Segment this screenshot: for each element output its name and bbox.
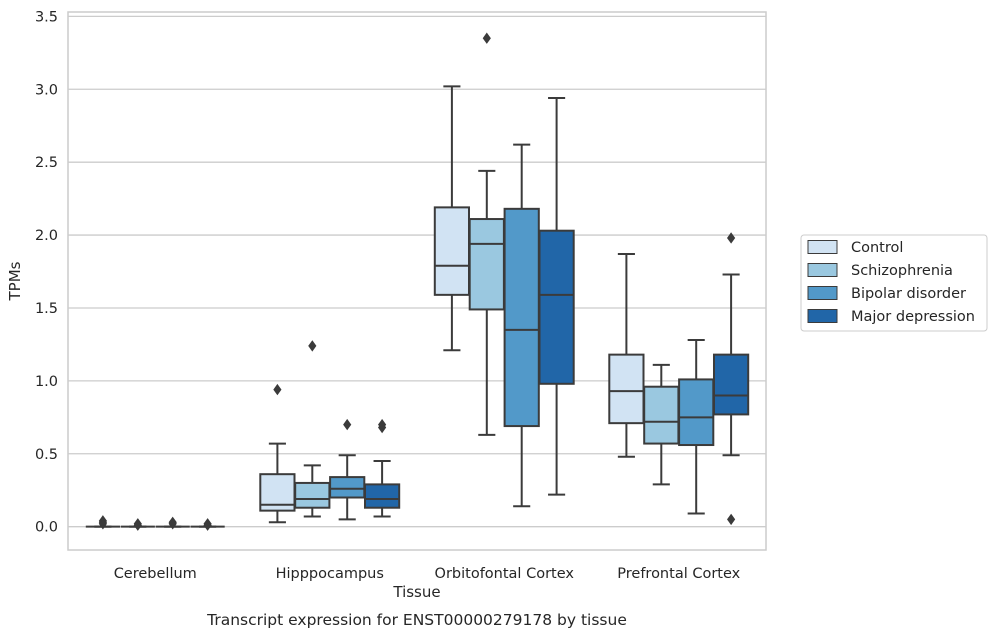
chart-caption: Transcript expression for ENST0000027917… bbox=[206, 611, 627, 629]
x-tick-label: Prefrontal Cortex bbox=[617, 566, 740, 582]
outlier-point bbox=[133, 519, 142, 531]
box-bipolar-disorder bbox=[155, 516, 190, 530]
box-schizophrenia bbox=[643, 363, 680, 486]
legend-swatch bbox=[807, 263, 838, 277]
box-iqr bbox=[712, 353, 750, 416]
outlier-point bbox=[308, 340, 317, 352]
box-iqr bbox=[329, 476, 366, 499]
box-bipolar-disorder bbox=[329, 418, 366, 521]
outlier-point bbox=[343, 418, 352, 431]
legend-swatch bbox=[807, 240, 838, 254]
y-tick-label: 2.0 bbox=[35, 228, 58, 244]
legend-label: Major depression bbox=[851, 309, 975, 325]
legend: Control Schizophrenia Bipolar disorder Majo… bbox=[800, 234, 988, 332]
y-tick-label: 0.5 bbox=[35, 447, 58, 463]
outlier-point bbox=[727, 232, 736, 244]
x-tick-label: Hipppocampus bbox=[276, 566, 384, 582]
legend-swatch bbox=[807, 309, 838, 323]
legend-frame bbox=[800, 234, 988, 332]
x-axis-ticks: Cerebellum Hipppocampus Orbitofontal Corte… bbox=[114, 566, 741, 582]
box-iqr bbox=[643, 385, 680, 445]
legend-label: Control bbox=[851, 240, 903, 256]
outlier-point bbox=[203, 519, 212, 531]
box-major-depression bbox=[712, 232, 750, 526]
box-schizophrenia bbox=[294, 340, 331, 518]
gridlines bbox=[68, 15, 766, 528]
x-tick-label: Cerebellum bbox=[114, 566, 197, 582]
y-axis-ticks: 0.0 0.5 1.0 1.5 2.0 2.5 3.0 3.5 bbox=[35, 9, 58, 535]
box-iqr bbox=[608, 353, 645, 425]
y-tick-label: 3.0 bbox=[35, 82, 58, 98]
legend-label: Schizophrenia bbox=[851, 263, 953, 279]
legend-swatch bbox=[807, 286, 838, 300]
outlier-point bbox=[168, 516, 177, 528]
box-control bbox=[259, 383, 296, 524]
y-axis-label: TPMs bbox=[6, 261, 24, 301]
box-iqr bbox=[503, 207, 540, 428]
box-iqr bbox=[538, 229, 575, 385]
y-tick-label: 1.5 bbox=[35, 301, 58, 317]
box-major-depression bbox=[190, 518, 225, 531]
box-iqr bbox=[468, 218, 505, 311]
y-tick-label: 3.5 bbox=[35, 9, 58, 25]
box-major-depression bbox=[363, 418, 401, 518]
legend-label: Bipolar disorder bbox=[851, 286, 966, 302]
box-major-depression bbox=[538, 97, 575, 496]
box-iqr bbox=[294, 481, 331, 509]
outlier-point bbox=[98, 518, 107, 530]
y-tick-label: 1.0 bbox=[35, 374, 58, 390]
box-iqr bbox=[433, 206, 471, 296]
box-iqr bbox=[363, 483, 401, 509]
outlier-point bbox=[378, 418, 387, 431]
box-bipolar-disorder bbox=[503, 143, 540, 508]
x-axis-label: Tissue bbox=[392, 583, 440, 601]
y-tick-label: 2.5 bbox=[35, 155, 58, 171]
box-control bbox=[608, 253, 645, 458]
outlier-point bbox=[482, 32, 491, 44]
plot-area-frame bbox=[67, 11, 767, 551]
box-control bbox=[433, 85, 471, 352]
box-control bbox=[85, 515, 121, 530]
x-tick-label: Orbitofontal Cortex bbox=[435, 566, 575, 582]
boxes-layer bbox=[85, 32, 750, 531]
box-iqr bbox=[678, 378, 715, 447]
box-schizophrenia bbox=[468, 32, 505, 436]
outlier-point bbox=[273, 383, 282, 396]
box-schizophrenia bbox=[120, 518, 155, 531]
box-bipolar-disorder bbox=[678, 339, 715, 515]
outlier-point bbox=[727, 513, 736, 526]
y-tick-label: 0.0 bbox=[35, 520, 58, 536]
